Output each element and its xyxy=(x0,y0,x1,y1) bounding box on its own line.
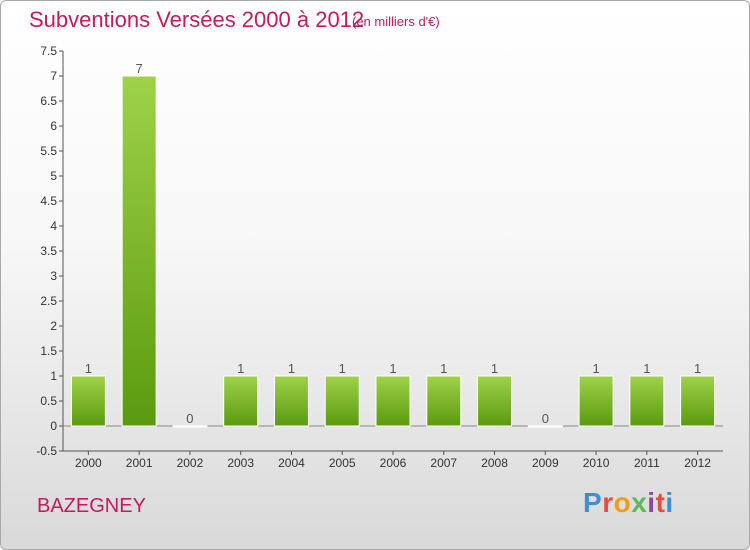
data-label: 1 xyxy=(592,361,599,376)
bar xyxy=(121,75,157,427)
y-tick-label: 6 xyxy=(50,119,57,133)
x-tick-label: 2010 xyxy=(583,456,610,470)
x-tick-label: 2006 xyxy=(380,456,407,470)
logo-letter: r xyxy=(602,487,614,518)
data-label: 1 xyxy=(694,361,701,376)
x-tick-label: 2009 xyxy=(532,456,559,470)
logo-letter: i xyxy=(647,487,656,518)
commune-name: BAZEGNEY xyxy=(37,495,146,517)
x-tick-label: 2005 xyxy=(329,456,356,470)
y-tick-label: 5 xyxy=(50,169,57,183)
logo-letter: i xyxy=(665,487,674,518)
data-label: 1 xyxy=(288,361,295,376)
y-tick-label: 3 xyxy=(50,269,57,283)
data-label: 0 xyxy=(186,411,193,426)
logo-letter: P xyxy=(583,487,603,518)
x-tick-label: 2004 xyxy=(278,456,305,470)
chart-title: Subventions Versées 2000 à 2012 xyxy=(29,7,365,32)
logo-letter: o xyxy=(613,487,632,518)
bar xyxy=(527,425,563,428)
data-label: 1 xyxy=(237,361,244,376)
logo-letter: x xyxy=(631,487,648,518)
data-label: 1 xyxy=(85,361,92,376)
x-tick-label: 2000 xyxy=(75,456,102,470)
bar xyxy=(578,375,614,427)
data-label: 1 xyxy=(643,361,650,376)
bar xyxy=(477,375,513,427)
y-tick-label: 7 xyxy=(50,69,57,83)
x-tick-label: 2007 xyxy=(430,456,457,470)
data-label: 1 xyxy=(389,361,396,376)
proxiti-logo: Proxiti xyxy=(583,487,674,519)
y-tick-label: 4 xyxy=(50,219,57,233)
data-label: 1 xyxy=(440,361,447,376)
y-tick-label: 0 xyxy=(50,419,57,433)
y-tick-label: 1.5 xyxy=(40,344,57,358)
bar xyxy=(629,375,665,427)
bar xyxy=(172,425,208,428)
y-tick-label: 7.5 xyxy=(40,44,57,58)
data-label: 0 xyxy=(542,411,549,426)
x-tick-label: 2003 xyxy=(227,456,254,470)
y-tick-label: 4.5 xyxy=(40,194,57,208)
y-tick-label: 3.5 xyxy=(40,244,57,258)
data-label: 1 xyxy=(491,361,498,376)
data-label: 7 xyxy=(136,61,143,76)
x-tick-label: 2001 xyxy=(126,456,153,470)
bar xyxy=(273,375,309,427)
x-tick-label: 2002 xyxy=(177,456,204,470)
y-tick-label: 1 xyxy=(50,369,57,383)
bar xyxy=(70,375,106,427)
y-tick-label: 2.5 xyxy=(40,294,57,308)
y-tick-label: 5.5 xyxy=(40,144,57,158)
x-tick-label: 2012 xyxy=(684,456,711,470)
bar xyxy=(680,375,716,427)
data-label: 1 xyxy=(339,361,346,376)
bar xyxy=(426,375,462,427)
y-tick-label: 0.5 xyxy=(40,394,57,408)
bar xyxy=(324,375,360,427)
y-tick-label: -0.5 xyxy=(36,444,57,458)
y-tick-label: 2 xyxy=(50,319,57,333)
logo-letter: t xyxy=(655,487,666,518)
chart-subtitle: (en milliers d'€) xyxy=(352,14,440,29)
x-tick-label: 2011 xyxy=(634,456,660,470)
bar xyxy=(375,375,411,427)
x-tick-label: 2008 xyxy=(481,456,508,470)
bar xyxy=(223,375,259,427)
y-tick-label: 6.5 xyxy=(40,94,57,108)
